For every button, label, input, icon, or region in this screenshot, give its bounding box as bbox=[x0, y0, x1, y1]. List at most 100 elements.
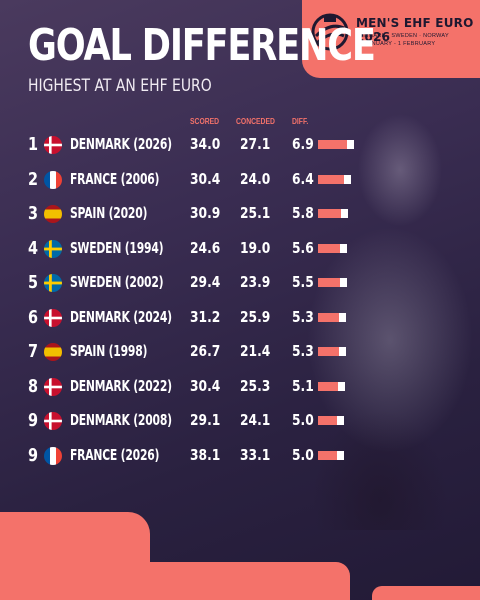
scored-value: 24.6 bbox=[190, 238, 221, 257]
sweden-flag-icon bbox=[44, 239, 62, 258]
diff-value: 5.1 bbox=[292, 376, 314, 395]
rank-number: 1 bbox=[28, 134, 39, 155]
sweden-flag-icon bbox=[44, 274, 62, 292]
diff-bar-fill bbox=[318, 416, 344, 425]
rank-number: 9 bbox=[28, 444, 39, 466]
conceded-value: 27.1 bbox=[240, 135, 271, 153]
scored-value: 29.1 bbox=[190, 411, 221, 429]
rank-number: 7 bbox=[28, 341, 39, 362]
team-name: DENMARK (2026) bbox=[70, 135, 172, 153]
diff-value: 5.8 bbox=[292, 204, 314, 222]
conceded-value: 23.9 bbox=[240, 273, 271, 291]
diff-value: 5.3 bbox=[292, 342, 314, 360]
diff-bar-fill bbox=[318, 312, 346, 322]
diff-bar-tip bbox=[340, 243, 347, 253]
column-header-scored: SCORED bbox=[190, 117, 220, 126]
france-flag-icon bbox=[44, 170, 62, 189]
team-name: SWEDEN (2002) bbox=[70, 273, 164, 291]
table-row: 2 FRANCE (2006) 30.4 24.0 6.4 bbox=[0, 166, 480, 196]
scored-value: 29.4 bbox=[190, 273, 221, 291]
diff-value: 5.0 bbox=[292, 445, 314, 464]
diff-value: 6.9 bbox=[292, 135, 314, 153]
table-row: 8 DENMARK (2022) 30.4 25.3 5.1 bbox=[0, 373, 480, 403]
diff-bar-tip bbox=[347, 140, 354, 149]
team-name: FRANCE (2026) bbox=[70, 445, 160, 464]
diff-value: 5.6 bbox=[292, 238, 314, 257]
france-flag-icon bbox=[44, 446, 62, 465]
event-badge: MEN'S EHF EURO 2026 DENMARK · SWEDEN · N… bbox=[302, 0, 480, 78]
conceded-value: 25.9 bbox=[240, 307, 271, 326]
diff-bar-fill bbox=[318, 347, 346, 356]
table-row: 7 SPAIN (1998) 26.7 21.4 5.3 bbox=[0, 338, 480, 368]
diff-bar-fill bbox=[318, 381, 345, 391]
conceded-value: 24.0 bbox=[240, 169, 271, 188]
diff-bar-fill bbox=[318, 450, 344, 460]
diff-bar-tip bbox=[339, 312, 346, 322]
denmark-flag-icon bbox=[44, 377, 62, 396]
diff-value: 5.3 bbox=[292, 307, 314, 326]
scored-value: 30.4 bbox=[190, 169, 221, 188]
scored-value: 31.2 bbox=[190, 307, 221, 326]
denmark-flag-icon bbox=[44, 136, 62, 154]
diff-value: 6.4 bbox=[292, 169, 314, 188]
ehf-euro-logo-icon bbox=[311, 13, 349, 51]
page-subtitle: HIGHEST AT AN EHF EURO bbox=[28, 76, 212, 96]
decorative-corner bbox=[372, 586, 480, 600]
team-name: DENMARK (2008) bbox=[70, 411, 172, 429]
column-header-conceded: CONCEDED bbox=[236, 117, 275, 126]
team-name: SPAIN (1998) bbox=[70, 342, 148, 360]
page-title: GOAL DIFFERENCE bbox=[28, 20, 376, 71]
decorative-corner bbox=[150, 562, 350, 600]
diff-bar-fill bbox=[318, 209, 348, 218]
denmark-flag-icon bbox=[44, 412, 62, 430]
conceded-value: 25.1 bbox=[240, 204, 271, 222]
rank-number: 2 bbox=[28, 168, 39, 190]
table-row: 5 SWEDEN (2002) 29.4 23.9 5.5 bbox=[0, 269, 480, 299]
conceded-value: 25.3 bbox=[240, 376, 271, 395]
team-name: SWEDEN (1994) bbox=[70, 238, 164, 257]
diff-bar-fill bbox=[318, 278, 347, 287]
column-header-diff: DIFF. bbox=[292, 117, 309, 126]
spain-flag-icon bbox=[44, 343, 62, 361]
rank-number: 9 bbox=[28, 410, 39, 431]
event-title: MEN'S EHF EURO 2026 bbox=[356, 16, 474, 44]
table-row: 1 DENMARK (2026) 34.0 27.1 6.9 bbox=[0, 131, 480, 161]
diff-bar-tip bbox=[338, 381, 345, 391]
table-row: 9 DENMARK (2008) 29.1 24.1 5.0 bbox=[0, 407, 480, 437]
diff-bar-tip bbox=[337, 416, 344, 425]
scored-value: 30.4 bbox=[190, 376, 221, 395]
team-name: FRANCE (2006) bbox=[70, 169, 160, 188]
table-row: 3 SPAIN (2020) 30.9 25.1 5.8 bbox=[0, 200, 480, 230]
decorative-corner bbox=[0, 512, 150, 600]
denmark-flag-icon bbox=[44, 308, 62, 327]
event-hosts: DENMARK · SWEDEN · NORWAY bbox=[356, 33, 449, 39]
diff-bar-fill bbox=[318, 243, 347, 253]
diff-bar-tip bbox=[337, 450, 344, 460]
spain-flag-icon bbox=[44, 205, 62, 223]
conceded-value: 33.1 bbox=[240, 445, 271, 464]
rank-number: 3 bbox=[28, 203, 39, 224]
team-name: DENMARK (2022) bbox=[70, 376, 172, 395]
rank-number: 6 bbox=[28, 306, 39, 328]
table-row: 4 SWEDEN (1994) 24.6 19.0 5.6 bbox=[0, 235, 480, 265]
team-name: DENMARK (2024) bbox=[70, 307, 172, 326]
conceded-value: 19.0 bbox=[240, 238, 271, 257]
diff-value: 5.0 bbox=[292, 411, 314, 429]
conceded-value: 21.4 bbox=[240, 342, 271, 360]
table-row: 9 FRANCE (2026) 38.1 33.1 5.0 bbox=[0, 442, 480, 472]
scored-value: 30.9 bbox=[190, 204, 221, 222]
scored-value: 26.7 bbox=[190, 342, 221, 360]
scored-value: 34.0 bbox=[190, 135, 221, 153]
diff-value: 5.5 bbox=[292, 273, 314, 291]
conceded-value: 24.1 bbox=[240, 411, 271, 429]
diff-bar-tip bbox=[340, 278, 347, 287]
event-dates: 15 JANUARY - 1 FEBRUARY bbox=[356, 41, 436, 47]
diff-bar-fill bbox=[318, 140, 354, 149]
diff-bar-tip bbox=[339, 347, 346, 356]
table-row: 6 DENMARK (2024) 31.2 25.9 5.3 bbox=[0, 304, 480, 334]
diff-bar-tip bbox=[341, 209, 348, 218]
diff-bar-fill bbox=[318, 174, 351, 184]
diff-bar-tip bbox=[344, 174, 351, 184]
team-name: SPAIN (2020) bbox=[70, 204, 148, 222]
